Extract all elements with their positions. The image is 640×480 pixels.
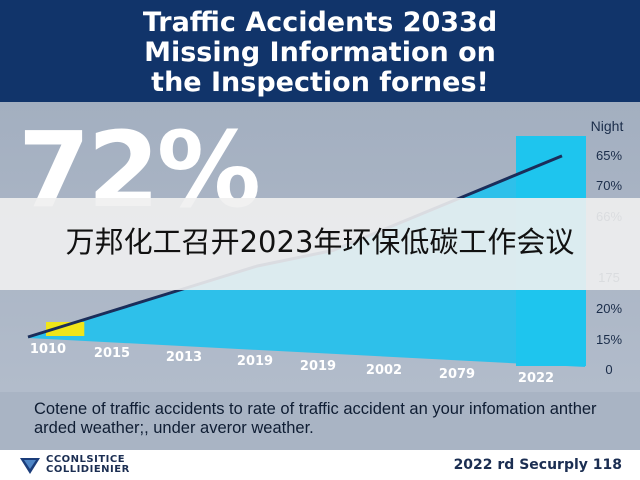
chart-title-line-1: Traffic Accidents 2033d	[142, 7, 498, 38]
x-tick-label: 2002	[366, 363, 402, 378]
x-tick-label: 2019	[237, 354, 273, 369]
header-banner: Traffic Accidents 2033d Missing Informat…	[0, 0, 640, 102]
chart-title-line-3: the Inspection fornes!	[151, 67, 489, 98]
overlay-caption: 万邦化工召开2023年环保低碳工作会议	[65, 225, 575, 259]
y-tick-label: 15%	[596, 332, 622, 347]
footer	[0, 450, 640, 480]
chart-caption: Cotene of traffic accidents to rate of t…	[34, 400, 597, 437]
series-label: Night	[591, 118, 624, 134]
x-tick-label: 1010	[30, 342, 66, 357]
x-tick-label: 2022	[518, 371, 554, 386]
x-tick-label: 2015	[94, 346, 130, 361]
footer-logo-line-1: CCONLSITICE	[46, 454, 126, 465]
chart-title-line-2: Missing Information on	[144, 37, 496, 68]
y-tick-label: 65%	[596, 148, 622, 163]
footer-logo-line-2: COLLIDIENIER	[46, 464, 130, 475]
logo-icon	[20, 458, 40, 474]
highlight-layer	[46, 322, 85, 336]
x-tick-label: 2013	[166, 350, 202, 365]
footer-logo-text: CCONLSITICE COLLIDIENIER	[46, 455, 130, 475]
footer-note: 2022 rd Securply 118	[453, 457, 622, 473]
x-tick-label: 2079	[439, 367, 475, 382]
y-tick-label: 20%	[596, 301, 622, 316]
x-tick-labels: 1010 2015 2013 2019 2019 2002 2079 2022	[30, 342, 554, 386]
overlay-band	[0, 198, 640, 290]
y-tick-label: 70%	[596, 178, 622, 193]
highlight-segment	[46, 322, 85, 336]
y-tick-label: 0	[605, 362, 612, 377]
x-tick-label: 2019	[300, 359, 336, 374]
